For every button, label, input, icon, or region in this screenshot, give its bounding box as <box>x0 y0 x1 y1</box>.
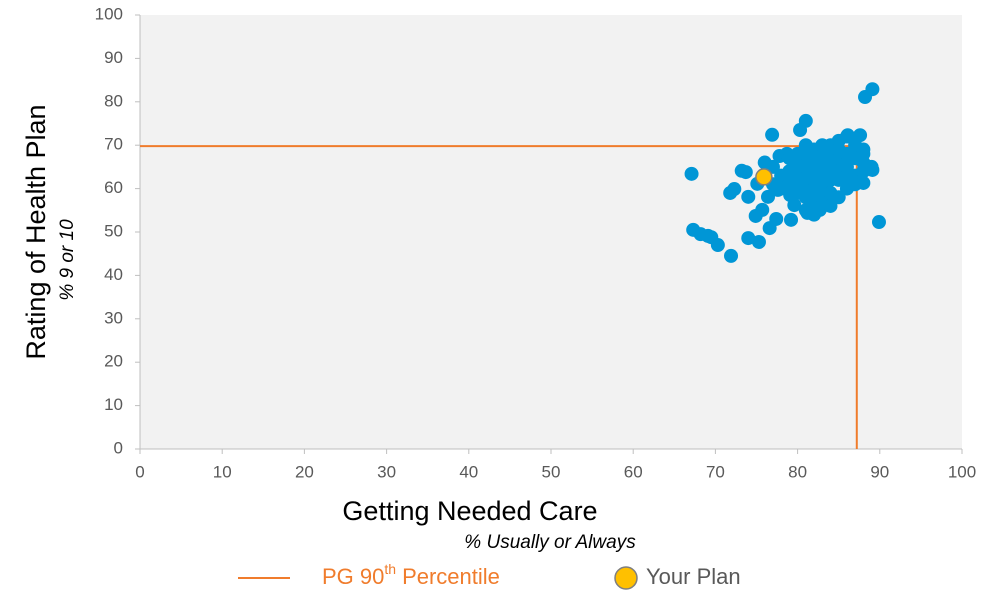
y-tick-label: 20 <box>104 352 123 371</box>
y-axis-subtitle: % 9 or 10 <box>57 219 78 301</box>
legend-label-sup: th <box>384 561 396 577</box>
x-tick-label: 70 <box>706 462 725 481</box>
point <box>684 166 699 181</box>
point <box>807 172 822 187</box>
y-tick-label: 90 <box>104 48 123 67</box>
y-tick-label: 60 <box>104 178 123 197</box>
x-tick-label: 100 <box>948 462 976 481</box>
y-axis-title: Rating of Health Plan <box>21 104 51 359</box>
y-tick-label: 40 <box>104 265 123 284</box>
point <box>741 189 756 204</box>
point <box>710 238 725 253</box>
x-tick-label: 40 <box>459 462 478 481</box>
point <box>769 211 784 226</box>
y-tick-label: 50 <box>104 221 123 240</box>
point <box>856 164 871 179</box>
point <box>782 151 797 166</box>
point <box>741 231 756 246</box>
legend-label: Your Plan <box>646 564 741 589</box>
point <box>784 212 799 227</box>
x-axis-subtitle: % Usually or Always <box>464 532 636 553</box>
point <box>724 248 739 263</box>
point <box>790 159 805 174</box>
x-axis-title: Getting Needed Care <box>342 496 597 526</box>
x-tick-label: 10 <box>213 462 232 481</box>
point <box>738 165 753 180</box>
x-tick-label: 50 <box>542 462 561 481</box>
y-tick-label: 10 <box>104 395 123 414</box>
point <box>765 127 780 142</box>
point <box>831 190 846 205</box>
x-tick-label: 90 <box>870 462 889 481</box>
x-tick-label: 0 <box>135 462 144 481</box>
point <box>787 198 802 213</box>
point <box>807 207 822 222</box>
y-tick-label: 100 <box>95 4 123 23</box>
point <box>798 113 813 128</box>
point <box>856 146 871 161</box>
y-tick-label: 70 <box>104 135 123 154</box>
y-tick-label: 0 <box>114 438 123 457</box>
point <box>848 177 863 192</box>
x-tick-label: 80 <box>788 462 807 481</box>
point <box>774 168 789 183</box>
point <box>871 215 886 230</box>
y-tick-label: 30 <box>104 308 123 327</box>
point <box>823 168 838 183</box>
your-plan-point <box>755 168 773 186</box>
point <box>815 159 830 174</box>
x-tick-label: 60 <box>624 462 643 481</box>
legend-label-main: PG 90 <box>322 564 384 589</box>
point <box>761 189 776 204</box>
legend-marker <box>614 566 638 590</box>
x-tick-label: 20 <box>295 462 314 481</box>
plot-area <box>140 15 962 449</box>
point <box>839 168 854 183</box>
point <box>755 202 770 217</box>
x-tick-label: 30 <box>377 462 396 481</box>
legend-label-rest: Percentile <box>402 564 500 589</box>
point <box>751 234 766 249</box>
legend-label: PG 90th Percentile <box>322 561 500 589</box>
point <box>727 182 742 197</box>
point <box>831 142 846 157</box>
point <box>865 82 880 97</box>
point <box>839 129 854 144</box>
point <box>823 198 838 213</box>
y-tick-label: 80 <box>104 91 123 110</box>
point <box>757 155 772 170</box>
